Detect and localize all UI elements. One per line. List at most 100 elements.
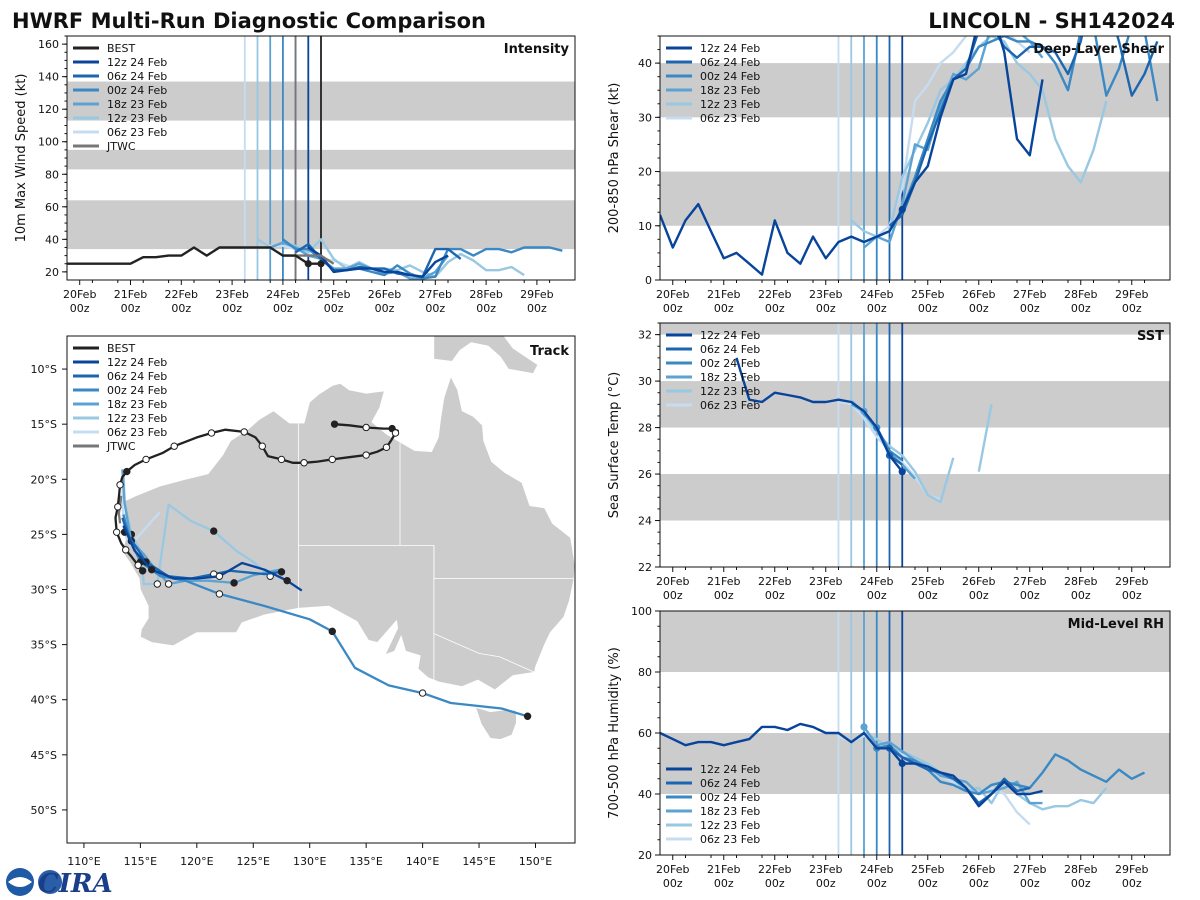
x-tick-label-line: 00z xyxy=(1122,877,1142,890)
y-tick-label: 50°S xyxy=(31,804,57,817)
x-tick-label-line: 23Feb xyxy=(809,863,842,876)
y-tick-label: 40 xyxy=(45,233,59,246)
x-tick-label: 22Feb 00z xyxy=(165,288,198,315)
legend-label-06z-23-feb: 06z 23 Feb xyxy=(700,833,760,846)
x-tick-label: 28Feb 00z xyxy=(1064,575,1097,602)
figure-title: HWRF Multi-Run Diagnostic Comparison xyxy=(12,9,486,33)
x-tick-label-line: 00z xyxy=(70,302,90,315)
forecast-position-18z-23-feb xyxy=(164,580,173,588)
x-tick-label: 29Feb 00z xyxy=(1115,863,1148,890)
x-tick-label-line: 28Feb xyxy=(1064,863,1097,876)
x-tick-label-line: 00z xyxy=(171,302,191,315)
series-line-12z-24-feb xyxy=(660,36,1044,276)
best-track-position xyxy=(123,467,131,476)
band-2 xyxy=(660,323,1170,335)
y-tick-label: 30 xyxy=(638,375,652,388)
x-tick-label-line: 22Feb xyxy=(758,288,791,301)
best-track-position xyxy=(134,561,142,569)
marker-best xyxy=(304,260,312,268)
x-tick-label-line: 00z xyxy=(1020,302,1040,315)
legend-label-06z-24-feb: 06z 24 Feb xyxy=(107,70,167,83)
x-tick-label-line: 00z xyxy=(867,589,887,602)
legend-label-12z-23-feb: 12z 23 Feb xyxy=(700,98,760,111)
legend-label-12z-24-feb: 12z 24 Feb xyxy=(700,42,760,55)
y-tick-label: 10 xyxy=(638,220,652,233)
noaa-bird-icon xyxy=(8,877,32,887)
x-tick-label-line: 25Feb xyxy=(911,575,944,588)
x-tick-label: 27Feb 00z xyxy=(1013,863,1046,890)
best-track-position xyxy=(277,455,286,464)
x-tick-label-line: 27Feb xyxy=(419,288,452,301)
legend-label-12z-23-feb: 12z 23 Feb xyxy=(700,819,760,832)
x-tick-label-line: 00z xyxy=(425,302,445,315)
cira-logo: CIRA xyxy=(6,868,113,899)
plot-area xyxy=(735,323,993,567)
y-tick-label: 40°S xyxy=(31,694,57,707)
panel-title: Deep-Layer Shear xyxy=(1033,42,1164,57)
series-line-best xyxy=(67,246,321,265)
legend-label-18z-23-feb: 18z 23 Feb xyxy=(700,371,760,384)
y-tick-label: 140 xyxy=(38,71,59,84)
x-tick-label-line: 00z xyxy=(273,302,293,315)
x-tick-label: 110°E xyxy=(67,855,100,868)
y-tick-label: 80 xyxy=(638,666,652,679)
x-tick-label-line: 00z xyxy=(816,302,836,315)
y-tick-label: 30 xyxy=(638,111,652,124)
x-tick-label-line: 28Feb xyxy=(1064,288,1097,301)
map-area xyxy=(112,336,575,740)
track-panel: 110°E 115°E 120°E 125°E 130°E 135°E 140°E 145°E… xyxy=(31,335,576,868)
legend-label-12z-24-feb: 12z 24 Feb xyxy=(107,356,167,369)
x-tick-label-line: 00z xyxy=(1020,877,1040,890)
band-1 xyxy=(660,611,1170,672)
x-tick-label-line: 00z xyxy=(1020,589,1040,602)
legend-label-00z-24-feb: 00z 24 Feb xyxy=(107,84,167,97)
x-tick-label-line: 23Feb xyxy=(809,575,842,588)
legend-label-jtwc: JTWC xyxy=(106,440,136,453)
x-tick-label-line: 23Feb xyxy=(215,288,248,301)
plot-area xyxy=(660,36,1159,280)
x-tick-label-line: 25Feb xyxy=(911,288,944,301)
x-tick-label: 24Feb 00z xyxy=(860,863,893,890)
y-tick-label: 20 xyxy=(45,266,59,279)
x-tick-label: 21Feb 00z xyxy=(707,288,740,315)
best-track-position xyxy=(114,503,122,511)
forecast-position-12z-23-feb xyxy=(210,527,218,535)
legend-label-06z-23-feb: 06z 23 Feb xyxy=(107,126,167,139)
x-tick-label: 25Feb 00z xyxy=(911,288,944,315)
x-tick-label-line: 20Feb xyxy=(656,575,689,588)
y-tick-label: 20 xyxy=(638,166,652,179)
x-tick-label-line: 21Feb xyxy=(707,575,740,588)
best-track-position xyxy=(112,528,121,536)
y-tick-label: 0 xyxy=(645,274,652,287)
x-tick-label-line: 00z xyxy=(867,302,887,315)
x-tick-label: 21Feb 00z xyxy=(707,863,740,890)
x-tick-label-line: 26Feb xyxy=(962,288,995,301)
best-track-position xyxy=(362,451,370,459)
y-tick-label: 160 xyxy=(38,38,59,51)
best-track-position xyxy=(240,428,248,436)
track-line-best xyxy=(114,423,399,572)
x-tick-label-line: 00z xyxy=(663,877,683,890)
x-tick-label-line: 00z xyxy=(969,302,989,315)
legend-label-jtwc: JTWC xyxy=(106,140,136,153)
x-tick-label-line: 20Feb xyxy=(656,288,689,301)
cira-logo-text: CIRA xyxy=(38,869,113,899)
y-tick-label: 10°S xyxy=(31,363,57,376)
x-tick-label: 23Feb 00z xyxy=(809,575,842,602)
best-track-position xyxy=(258,442,266,450)
x-tick-label: 22Feb 00z xyxy=(758,575,791,602)
y-tick-label: 25°S xyxy=(31,528,57,541)
legend-label-18z-23-feb: 18z 23 Feb xyxy=(107,398,167,411)
x-tick-label-line: 00z xyxy=(918,302,938,315)
x-tick-label-line: 29Feb xyxy=(520,288,553,301)
x-tick-label: 21Feb 00z xyxy=(707,575,740,602)
y-tick-label: 15°S xyxy=(31,418,57,431)
marker-best xyxy=(317,260,325,268)
best-track-position xyxy=(122,546,130,554)
legend-label-best: BEST xyxy=(107,42,135,55)
